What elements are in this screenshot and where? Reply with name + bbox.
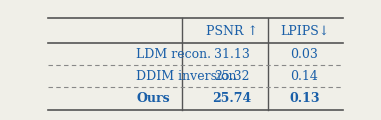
Text: 25.74: 25.74 <box>213 92 252 105</box>
Text: 0.14: 0.14 <box>291 70 319 83</box>
Text: PSNR ↑: PSNR ↑ <box>206 24 258 38</box>
Text: 0.13: 0.13 <box>289 92 320 105</box>
Text: 31.13: 31.13 <box>214 48 250 61</box>
Text: LDM recon.: LDM recon. <box>136 48 211 61</box>
Text: Ours: Ours <box>136 92 170 105</box>
Text: DDIM inversion: DDIM inversion <box>136 70 237 83</box>
Text: LPIPS↓: LPIPS↓ <box>280 24 329 38</box>
Text: 25.32: 25.32 <box>215 70 250 83</box>
Text: 0.03: 0.03 <box>291 48 319 61</box>
